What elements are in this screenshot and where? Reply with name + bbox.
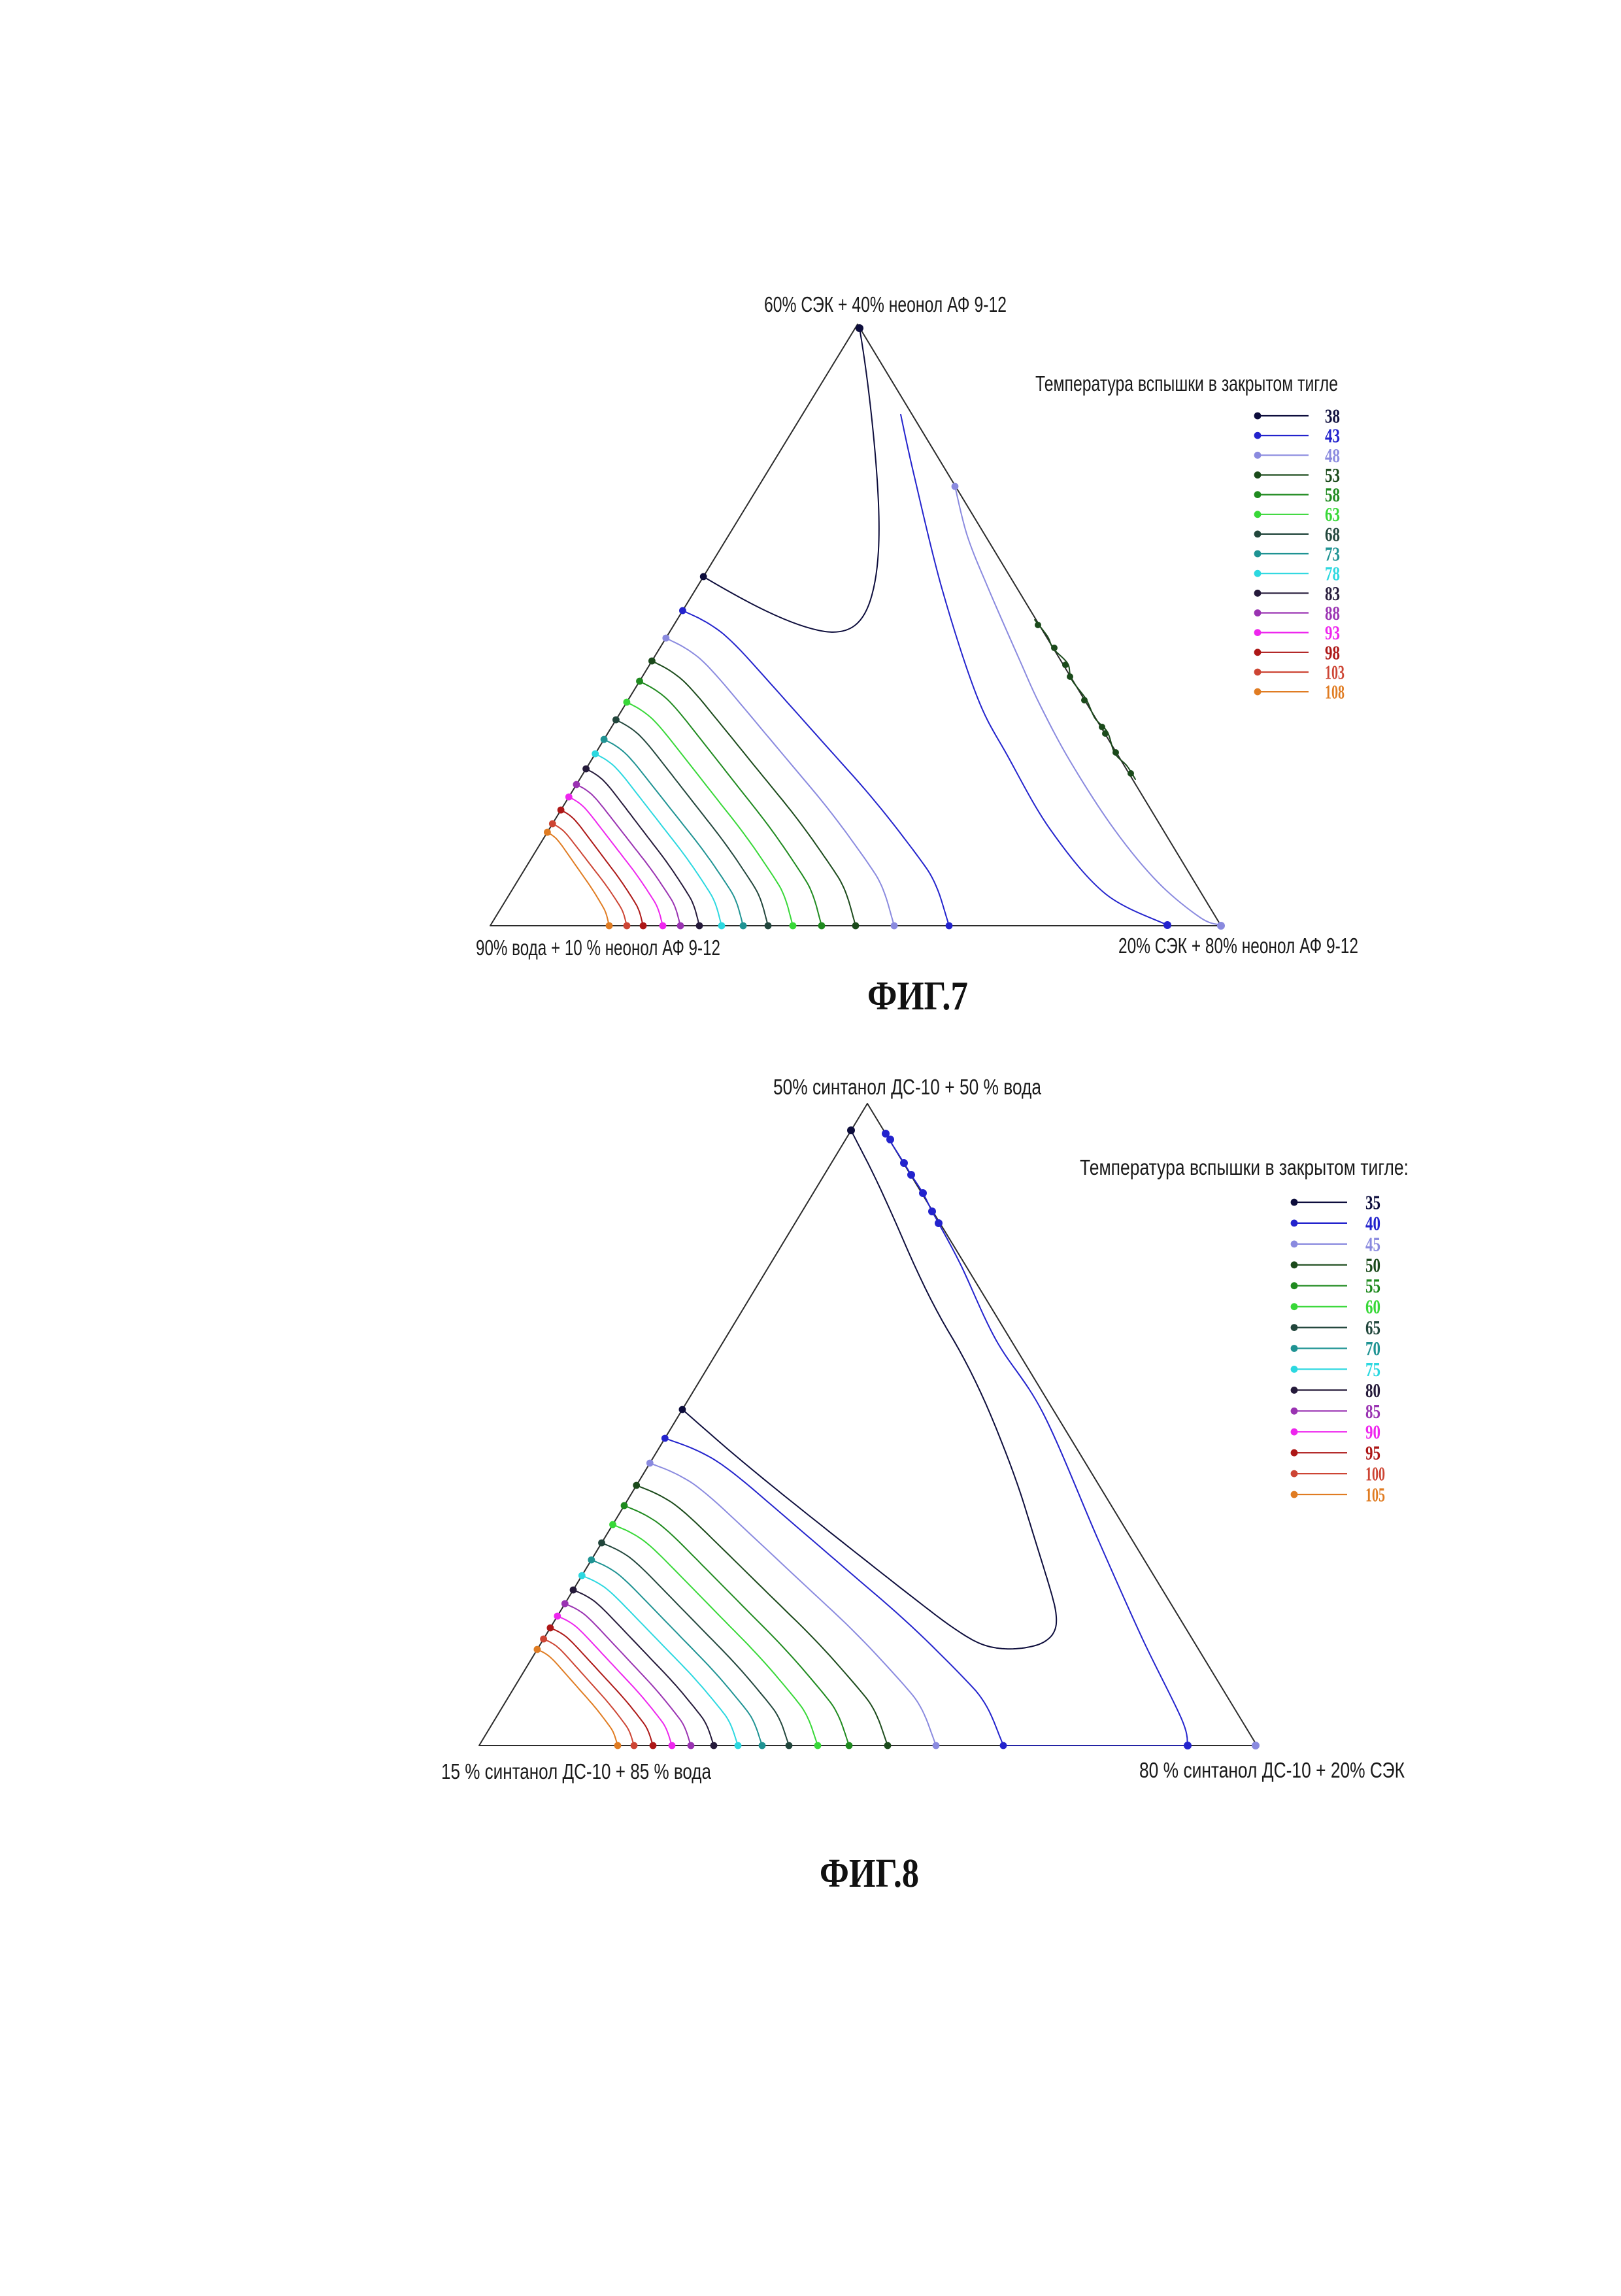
- svg-text:45: 45: [1365, 1232, 1380, 1255]
- svg-text:100: 100: [1365, 1462, 1385, 1485]
- svg-text:88: 88: [1325, 601, 1340, 624]
- svg-text:63: 63: [1325, 503, 1340, 526]
- svg-text:73: 73: [1325, 543, 1340, 566]
- svg-text:20% СЭК + 80% неонол АФ 9-12: 20% СЭК + 80% неонол АФ 9-12: [1118, 934, 1358, 958]
- svg-text:70: 70: [1365, 1337, 1380, 1360]
- svg-text:53: 53: [1325, 464, 1340, 486]
- svg-text:90: 90: [1365, 1421, 1380, 1443]
- svg-text:ФИГ.8: ФИГ.8: [820, 1851, 919, 1896]
- svg-text:68: 68: [1325, 522, 1340, 545]
- svg-text:38: 38: [1325, 405, 1340, 428]
- svg-text:95: 95: [1365, 1442, 1380, 1464]
- svg-text:50% синтанол ДС-10 + 50 % вода: 50% синтанол ДС-10 + 50 % вода: [773, 1075, 1042, 1099]
- svg-text:65: 65: [1365, 1316, 1380, 1339]
- svg-text:58: 58: [1325, 483, 1340, 506]
- svg-text:Температура вспышки в закрытом: Температура вспышки в закрытом тигле:: [1080, 1155, 1409, 1179]
- svg-text:60% СЭК + 40% неонол АФ 9-12: 60% СЭК + 40% неонол АФ 9-12: [764, 292, 1007, 316]
- svg-text:60: 60: [1365, 1295, 1380, 1318]
- svg-text:78: 78: [1325, 562, 1340, 585]
- svg-text:83: 83: [1325, 582, 1340, 605]
- svg-text:Температура вспышки в закрытом: Температура вспышки в закрытом тигле: [1035, 371, 1338, 396]
- svg-text:75: 75: [1365, 1358, 1380, 1381]
- svg-text:48: 48: [1325, 444, 1340, 467]
- svg-text:80: 80: [1365, 1379, 1380, 1402]
- svg-text:103: 103: [1325, 661, 1345, 684]
- svg-text:55: 55: [1365, 1274, 1380, 1297]
- svg-text:40: 40: [1365, 1211, 1380, 1234]
- svg-text:105: 105: [1365, 1483, 1385, 1506]
- svg-text:50: 50: [1365, 1253, 1380, 1276]
- svg-text:85: 85: [1365, 1400, 1380, 1423]
- svg-text:43: 43: [1325, 424, 1340, 447]
- svg-text:35: 35: [1365, 1191, 1380, 1214]
- svg-text:98: 98: [1325, 641, 1340, 664]
- svg-text:15 % синтанол ДС-10 + 85 % вод: 15 % синтанол ДС-10 + 85 % вода: [441, 1759, 712, 1783]
- svg-text:93: 93: [1325, 621, 1340, 644]
- svg-text:80 % синтанол ДС-10 + 20% СЭК: 80 % синтанол ДС-10 + 20% СЭК: [1139, 1758, 1405, 1782]
- svg-text:90% вода + 10 % неонол АФ 9-12: 90% вода + 10 % неонол АФ 9-12: [476, 936, 720, 960]
- svg-text:108: 108: [1325, 681, 1345, 703]
- svg-text:ФИГ.7: ФИГ.7: [867, 974, 968, 1019]
